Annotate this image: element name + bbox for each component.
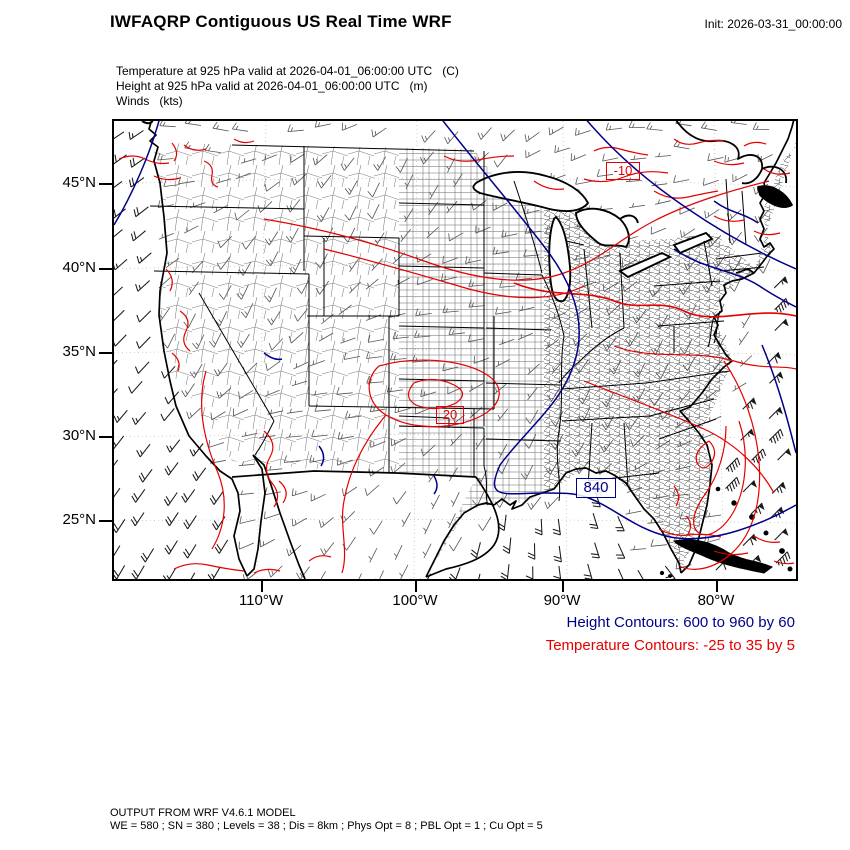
temperature-contours (118, 138, 796, 574)
great-lakes (472, 171, 714, 303)
map-frame: 840 -10 20 (112, 119, 798, 581)
lon-tick-label: 100°W (392, 592, 438, 609)
lon-tick-label: 80°W (697, 592, 735, 609)
footer-line2: WE = 580 ; SN = 380 ; Levels = 38 ; Dis … (110, 820, 543, 832)
field-temperature: Temperature at 925 hPa valid at 2026-04-… (116, 64, 459, 78)
footer-line1: OUTPUT FROM WRF V4.6.1 MODEL (110, 807, 296, 819)
lat-tick-label: 45°N (62, 174, 96, 191)
lat-tick-mark (99, 352, 113, 354)
coastlines (141, 121, 795, 579)
field-descriptions: Temperature at 925 hPa valid at 2026-04-… (116, 64, 459, 109)
lat-tick-label: 30°N (62, 427, 96, 444)
lon-tick-mark (261, 579, 263, 592)
lat-tick-mark (99, 436, 113, 438)
lon-tick-mark (562, 579, 564, 592)
lon-tick-mark (716, 579, 718, 592)
lat-tick-mark (99, 183, 113, 185)
height-contour-label-840: 840 (576, 478, 616, 498)
footer-model-info: OUTPUT FROM WRF V4.6.1 MODEL WE = 580 ; … (110, 807, 543, 833)
legend-temperature-contours: Temperature Contours: -25 to 35 by 5 (545, 637, 795, 654)
lon-tick-mark (415, 579, 417, 592)
temp-contour-label-20: 20 (436, 406, 464, 424)
county-texture (154, 141, 796, 577)
height-contours (114, 121, 796, 540)
field-height: Height at 925 hPa valid at 2026-04-01_06… (116, 79, 428, 93)
lat-tick-label: 25°N (62, 511, 96, 528)
lat-tick-label: 40°N (62, 259, 96, 276)
temp-contour-label-minus10: -10 (606, 162, 640, 180)
lon-tick-label: 90°W (543, 592, 581, 609)
init-timestamp: Init: 2026-03-31_00:00:00 (704, 17, 842, 31)
lat-tick-label: 35°N (62, 343, 96, 360)
legend-height-contours: Height Contours: 600 to 960 by 60 (566, 614, 796, 631)
lon-tick-label: 110°W (238, 592, 284, 609)
map-canvas (114, 121, 796, 579)
field-winds: Winds (kts) (116, 94, 183, 108)
islands (659, 486, 793, 578)
page-title: IWFAQRP Contiguous US Real Time WRF (110, 12, 452, 31)
lat-tick-mark (99, 520, 113, 522)
lat-tick-mark (99, 268, 113, 270)
